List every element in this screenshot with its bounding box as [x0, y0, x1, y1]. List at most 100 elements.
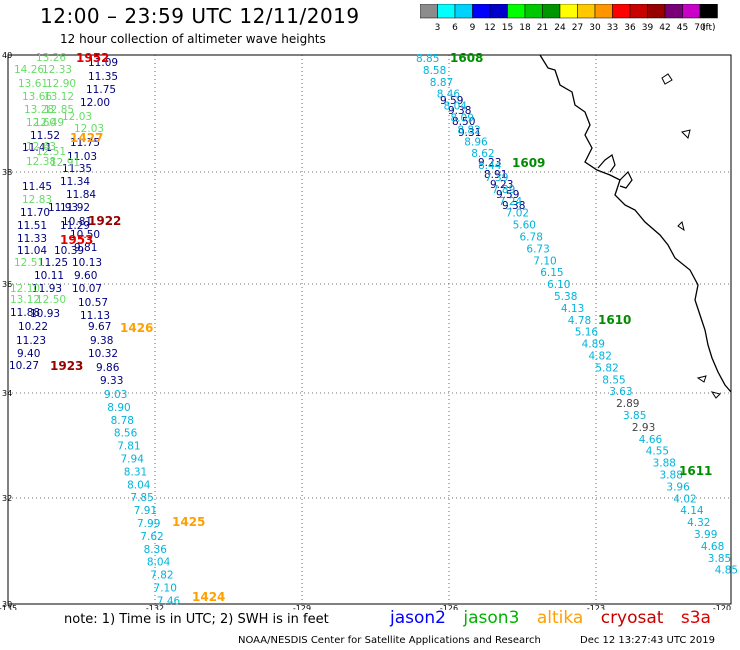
- swh-value: 11.45: [22, 181, 52, 193]
- swh-value: 8.46: [437, 89, 461, 101]
- swh-value: 3.88: [653, 458, 676, 470]
- map-title: 12:00 – 23:59 UTC 12/11/2019: [40, 4, 360, 28]
- swh-value: 7.85: [130, 492, 153, 504]
- pass-time-label: 1425: [172, 515, 205, 529]
- swh-value: 11.70: [20, 207, 50, 219]
- legend-label: 3: [435, 23, 441, 33]
- swh-value: 10.57: [78, 297, 108, 309]
- swh-value: 10.11: [34, 270, 64, 282]
- swh-value: 13.61: [18, 78, 48, 90]
- swh-value: 7.02: [506, 208, 529, 220]
- swh-value: 12.60: [26, 117, 56, 129]
- swh-value: 7.89: [492, 184, 515, 196]
- sat-cryosat: cryosat: [600, 608, 664, 628]
- swh-value: 8.04: [444, 101, 468, 113]
- swh-value: 2.93: [632, 422, 655, 434]
- swh-value: 11.33: [17, 233, 47, 245]
- swh-value: 9.23: [490, 179, 513, 191]
- bay-outline: [597, 154, 633, 189]
- island-outline: [677, 221, 685, 232]
- swh-value: 11.29: [60, 220, 90, 232]
- pass-time-label: 1923: [50, 359, 83, 373]
- pass-time-label: 1611: [679, 464, 712, 478]
- swh-value: 4.13: [561, 303, 584, 315]
- swh-value: 12.49: [34, 117, 64, 129]
- swh-value: 2.89: [616, 398, 639, 410]
- swh-value: 13.12: [10, 294, 40, 306]
- swh-value: 11.93: [48, 202, 78, 214]
- lat-label: 38: [2, 168, 12, 177]
- swh-value: 12.50: [36, 294, 66, 306]
- swh-value: 5.60: [513, 220, 536, 232]
- swh-value: 9.81: [74, 242, 97, 254]
- lon-label: -126: [440, 604, 458, 610]
- pass-time-label: 1426: [120, 321, 153, 335]
- pass-time-label: 1608: [450, 51, 483, 65]
- swh-value: 9.33: [100, 375, 123, 387]
- swh-value: 11.88: [10, 307, 40, 319]
- coastline: [539, 54, 732, 393]
- swh-value: 9.86: [96, 362, 120, 374]
- swh-value: 6.10: [547, 279, 570, 291]
- swh-value: 8.04: [147, 557, 171, 569]
- lon-label: -120: [713, 604, 731, 610]
- swh-value: 11.41: [22, 142, 52, 154]
- swh-value: 7.82: [150, 570, 173, 582]
- timestamp-text: Dec 12 13:27:43 UTC 2019: [580, 635, 715, 646]
- swh-value: 6.78: [520, 232, 543, 244]
- pass-time-label: 1952: [76, 51, 109, 65]
- swh-value: 8.85: [416, 53, 439, 65]
- swh-value: 6.15: [540, 267, 563, 279]
- swh-value: 8.50: [452, 116, 475, 128]
- swh-value: 6.73: [526, 243, 549, 255]
- swh-value: 7.10: [154, 583, 177, 595]
- swh-value: 8.04: [127, 479, 151, 491]
- swh-value: 11.35: [62, 163, 92, 175]
- swh-value: 4.89: [582, 339, 605, 351]
- sat-jason2: jason2: [390, 608, 446, 628]
- lat-label: 30: [2, 600, 12, 609]
- swh-value: 9.59: [440, 95, 463, 107]
- swh-value: 12.03: [62, 111, 92, 123]
- swh-value: 13.26: [36, 52, 66, 64]
- lat-label: 34: [2, 389, 12, 398]
- swh-value: 4.02: [673, 493, 696, 505]
- swh-value: 10.50: [70, 229, 100, 241]
- swh-value: 9.31: [458, 127, 481, 139]
- legend-label: 9: [470, 23, 476, 33]
- swh-value: 8.78: [111, 415, 134, 427]
- swh-value: 3.63: [609, 386, 632, 398]
- swh-value: 8.90: [107, 402, 130, 414]
- sat-altika: altika: [536, 608, 584, 628]
- swh-value: 9.38: [448, 105, 471, 117]
- swh-value: 12.51: [14, 257, 44, 269]
- swh-value: 4.68: [701, 541, 724, 553]
- swh-value: 9.03: [104, 389, 127, 401]
- swh-value: 4.66: [639, 434, 663, 446]
- swh-value: 11.09: [88, 57, 118, 69]
- swh-value: 9.60: [74, 270, 97, 282]
- swh-value: 10.13: [72, 257, 102, 269]
- lon-label: -135: [0, 604, 17, 610]
- swh-value: 11.04: [17, 245, 47, 257]
- swh-value: 8.36: [144, 544, 168, 556]
- swh-value: 13.28: [24, 104, 54, 116]
- swh-value: 11.92: [60, 202, 90, 214]
- legend-label: 45: [677, 23, 688, 33]
- swh-value: 4.85: [715, 565, 738, 577]
- swh-value: 10.93: [30, 308, 60, 320]
- swh-values: 11.0911.3511.7512.0011.5211.7511.4111.03…: [9, 52, 738, 607]
- pass-time-label: 1953: [60, 233, 93, 247]
- swh-value: 11.52: [30, 130, 60, 142]
- graticule: [8, 55, 731, 604]
- map-frame: [7, 54, 732, 605]
- swh-value: 7.62: [140, 531, 163, 543]
- swh-value: 10.27: [9, 360, 39, 372]
- swh-value: 8.82: [457, 124, 480, 136]
- swh-value: 7.46: [157, 595, 181, 607]
- swh-value: 12.33: [42, 64, 72, 76]
- legend-label: 33: [607, 23, 618, 33]
- swh-value: 3.96: [666, 481, 690, 493]
- swh-value: 13.66: [22, 91, 52, 103]
- lon-label: -123: [587, 604, 605, 610]
